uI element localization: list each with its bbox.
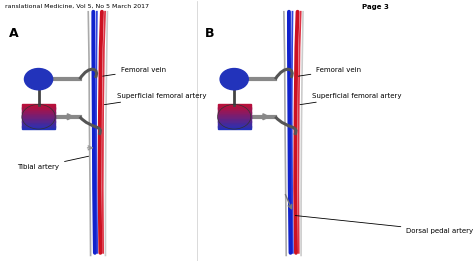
Bar [22,117,55,118]
Bar [218,120,251,121]
Bar [22,115,55,116]
Bar [22,104,55,105]
Text: B: B [205,27,214,40]
Bar [22,107,55,108]
Bar [218,109,251,110]
Bar [218,104,251,105]
Bar [218,107,251,108]
Bar [22,125,55,127]
Bar [218,110,251,111]
Ellipse shape [25,69,53,90]
Bar [22,127,55,128]
Bar [218,125,251,127]
Text: Dorsal pedal artery: Dorsal pedal artery [295,216,474,234]
Bar [22,120,55,121]
Bar [22,121,55,122]
Bar [218,107,251,108]
Text: Femoral vein: Femoral vein [298,67,362,76]
Bar [22,107,55,108]
Bar [218,114,251,115]
Bar [22,126,55,127]
Text: Superficial femoral artery: Superficial femoral artery [300,93,402,105]
Bar [22,116,55,117]
Ellipse shape [220,69,248,90]
Text: Femoral vein: Femoral vein [103,67,166,76]
Bar [22,109,55,110]
Bar [22,113,55,114]
Bar [218,125,251,126]
Bar [218,126,251,127]
Bar [218,119,251,120]
Bar [22,114,55,115]
Bar [22,124,55,125]
Bar [22,106,55,107]
Text: A: A [9,27,19,40]
Text: ranslational Medicine, Vol 5, No 5 March 2017: ranslational Medicine, Vol 5, No 5 March… [5,4,149,9]
Bar [22,118,55,119]
Bar [218,113,251,114]
Bar [22,111,55,112]
Bar [218,124,251,125]
Bar [218,127,251,128]
Bar [218,117,251,118]
Bar [218,111,251,112]
Bar [22,117,55,118]
Bar [22,112,55,113]
Text: Page 3: Page 3 [362,4,389,10]
Bar [218,121,251,122]
Bar [22,123,55,124]
Text: Superficial femoral artery: Superficial femoral artery [104,93,206,105]
Bar [218,117,251,118]
Bar [218,106,251,107]
Bar [22,105,55,106]
Bar [22,119,55,120]
Bar [218,115,251,116]
Bar [218,105,251,106]
Bar [218,122,251,123]
Bar [218,118,251,119]
Bar [218,112,251,113]
Bar [22,128,55,129]
Bar [218,116,251,117]
Bar [218,108,251,109]
Text: Tibial artery: Tibial artery [17,156,89,170]
Bar [22,125,55,126]
Bar [22,122,55,123]
Bar [22,110,55,111]
Bar [218,121,251,123]
Bar [218,112,251,113]
Bar [218,128,251,129]
Bar [22,121,55,123]
Bar [22,108,55,109]
Bar [22,112,55,113]
Bar [218,123,251,124]
